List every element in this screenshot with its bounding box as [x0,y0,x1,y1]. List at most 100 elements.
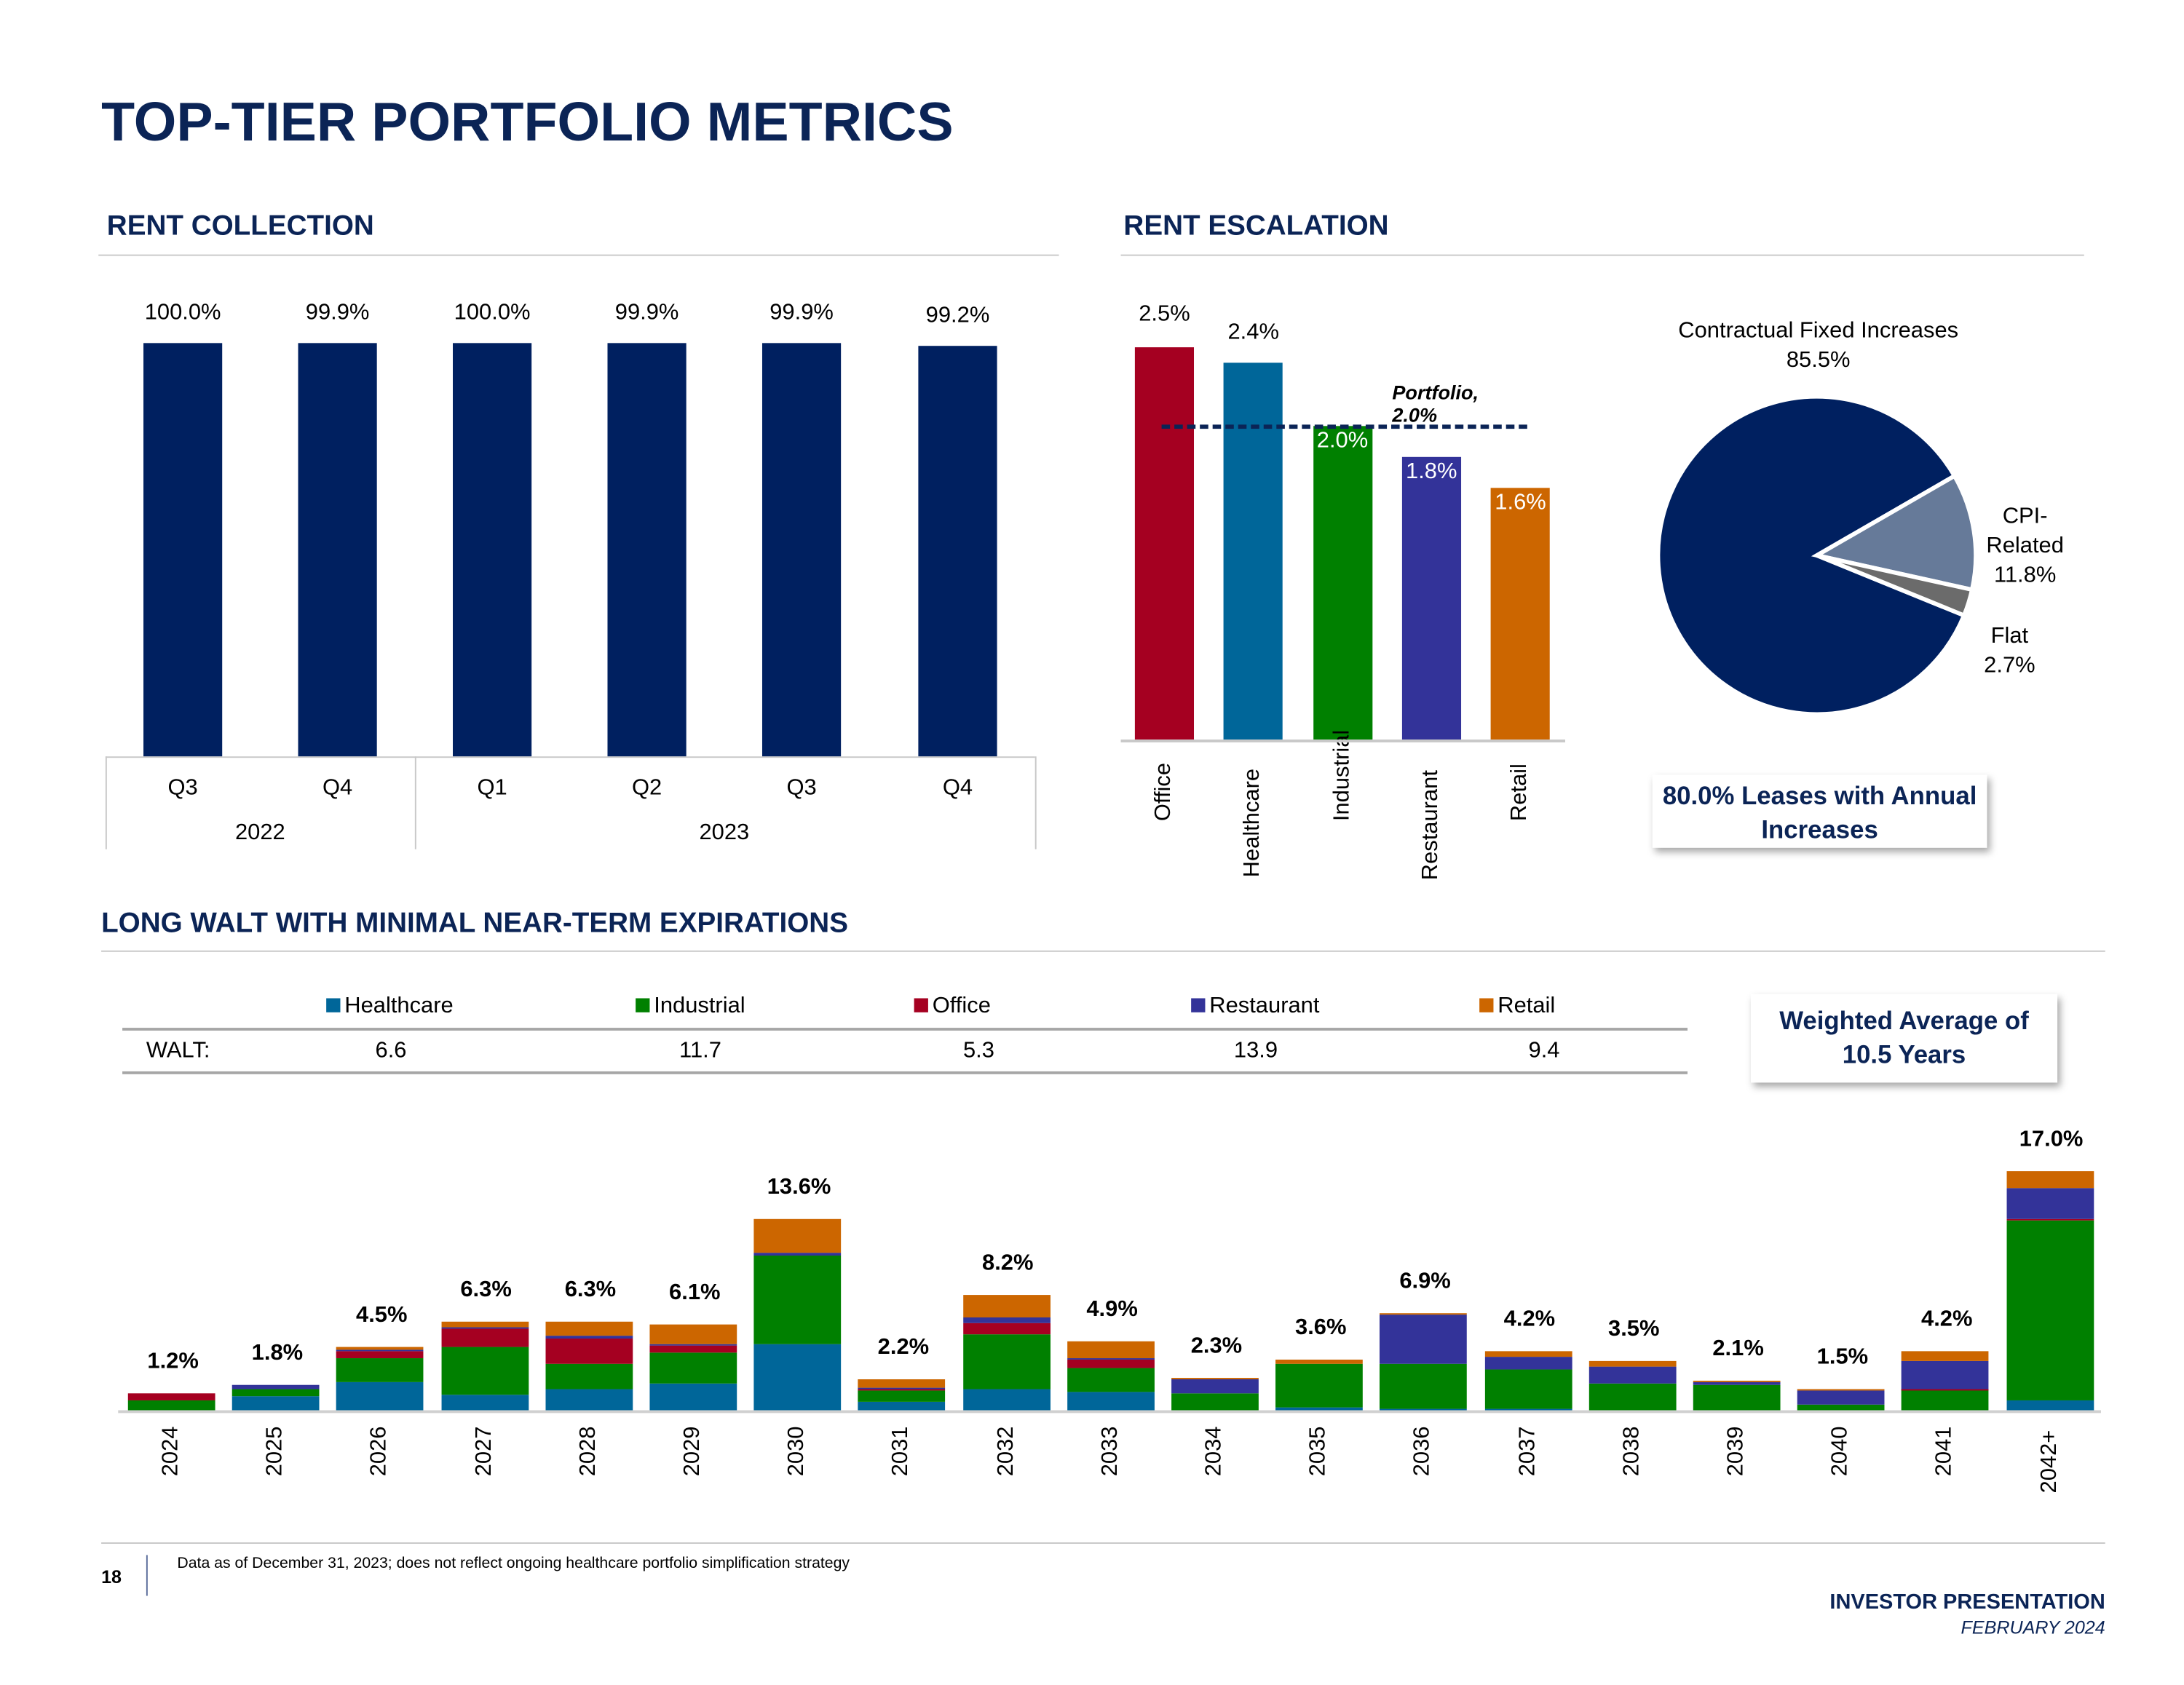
bar-segment-retail [336,1347,424,1350]
x-tick-label: 2033 [1098,1426,1123,1477]
bar-segment-office [336,1351,424,1359]
bar-segment-retail [1380,1313,1468,1315]
bar-segment-healthcare [545,1389,633,1411]
axis-divider [105,756,107,849]
total-label: 6.9% [1399,1269,1451,1294]
page-number: 18 [101,1566,122,1587]
bar-segment-restaurant [440,1327,529,1329]
bar-segment-healthcare [336,1381,424,1411]
bar-segment-restaurant [1171,1379,1259,1393]
total-label: 6.1% [669,1280,721,1305]
legend-swatch [914,998,928,1012]
x-tick-label: 2034 [1202,1426,1227,1477]
bar [1490,488,1551,740]
total-label: 2.3% [1190,1334,1243,1359]
total-label: 1.5% [1816,1345,1869,1370]
bar-segment-restaurant [962,1317,1051,1323]
page-title: TOP-TIER PORTFOLIO METRICS [101,92,954,154]
legend-label: Industrial [654,994,745,1018]
x-tick-label: 2042+ [2037,1430,2062,1494]
legend-swatch [326,998,341,1012]
bar-segment-office [127,1393,215,1400]
bar [298,343,377,757]
year-label: 2023 [699,821,750,845]
portfolio-reference-line [1161,424,1527,429]
bar-segment-retail [1171,1378,1259,1379]
presentation-date: FEBRUARY 2024 [1961,1617,2105,1638]
bar-value-label: 99.9% [769,301,834,325]
total-label: 4.2% [1921,1307,1973,1332]
bar-segment-restaurant [649,1343,737,1345]
weighted-average-callout: Weighted Average of 10.5 Years [1750,994,2058,1083]
bar-segment-industrial [232,1389,320,1397]
total-label: 2.2% [877,1336,930,1360]
bar-segment-retail [1902,1351,1990,1360]
legend-item: Restaurant [1191,994,1319,1020]
x-tick-label: 2037 [1515,1426,1540,1477]
legend-label: Restaurant [1209,994,1320,1018]
x-tick-label: 2024 [159,1426,183,1477]
bar-segment-industrial [440,1347,529,1395]
x-tick-label: 2039 [1724,1426,1749,1477]
brand-label: INVESTOR PRESENTATION [1829,1590,2105,1614]
bar-segment-restaurant [1484,1357,1572,1369]
x-tick-label: Healthcare [1241,768,1265,878]
bar-segment-healthcare [962,1389,1051,1411]
bar-segment-restaurant [2006,1188,2094,1218]
bar-segment-restaurant [1588,1366,1677,1384]
bar-segment-healthcare [1171,1409,1259,1411]
bar [143,343,223,757]
bar-segment-healthcare [1067,1391,1155,1411]
bar-segment-restaurant [1067,1358,1155,1360]
bar [453,343,532,757]
bar-segment-restaurant [1797,1389,1885,1404]
total-label: 4.5% [356,1303,408,1328]
x-tick-label: 2031 [889,1426,914,1477]
bar-segment-restaurant [1380,1315,1468,1363]
pie-slice [1655,394,1967,717]
x-tick-label: 2035 [1306,1426,1331,1477]
bar [761,343,842,757]
walt-value: 11.7 [679,1039,721,1063]
rent-escalation-heading: RENT ESCALATION [1123,210,1389,242]
pie-slice [1816,553,1975,619]
footer-separator [146,1555,148,1596]
legend-swatch [636,998,650,1012]
total-label: 1.2% [147,1349,199,1374]
bar-segment-healthcare [1380,1408,1468,1411]
divider [98,254,1059,256]
x-tick-label: 2029 [680,1426,705,1477]
bar-value-label: 99.2% [925,304,990,328]
total-label: 8.2% [982,1251,1034,1276]
total-label: 4.9% [1086,1297,1138,1322]
x-axis [1120,740,1565,742]
bar-segment-retail [1067,1341,1155,1359]
bar-segment-retail [1588,1360,1677,1367]
bar-segment-industrial [1693,1384,1781,1411]
rent-collection-heading: RENT COLLECTION [106,210,374,242]
legend-swatch [1191,998,1206,1012]
bar-segment-healthcare [649,1383,737,1411]
legend-label: Office [932,994,991,1018]
bar-segment-retail [2006,1171,2094,1189]
x-tick-label: Retail [1508,764,1532,822]
x-tick-label: 2028 [576,1426,601,1477]
table-rule [122,1071,1688,1074]
bar-value-label: 100.0% [144,301,221,325]
bar-segment-retail [649,1324,737,1344]
x-tick-label: 2030 [785,1426,810,1477]
bar-value-label: 99.9% [305,301,370,325]
bar-value-label: 99.9% [614,301,679,325]
total-label: 13.6% [767,1175,831,1200]
bar-segment-restaurant [858,1387,946,1389]
bar [1401,457,1461,740]
bar-value-label: 2.5% [1139,302,1190,327]
legend-item: Healthcare [326,994,454,1020]
bar-value-label: 2.4% [1227,320,1279,345]
bar-value-label: 1.8% [1406,459,1457,484]
x-tick-label: 2025 [263,1426,288,1477]
walt-value: 13.9 [1233,1039,1278,1063]
x-tick-label: 2026 [367,1426,392,1477]
x-tick-label: 2032 [993,1426,1018,1477]
x-tick-label: Q4 [942,776,973,801]
